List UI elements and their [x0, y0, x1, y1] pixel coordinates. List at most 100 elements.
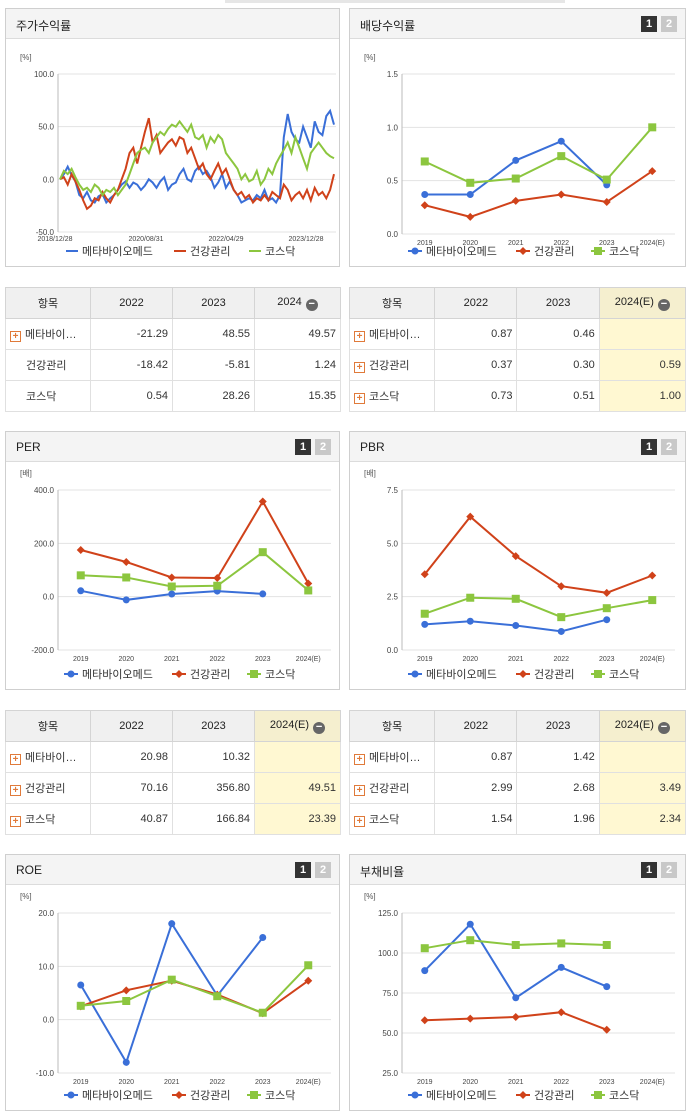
health-series-point — [557, 190, 566, 199]
x-tick-label: 2021 — [508, 240, 524, 247]
expand-icon[interactable]: + — [10, 816, 21, 827]
expand-icon[interactable]: + — [354, 362, 365, 373]
table-cell: 1.96 — [516, 803, 600, 835]
kosdaq-series-point — [258, 548, 267, 557]
expand-icon[interactable]: + — [354, 785, 365, 796]
table-cell: 40.87 — [90, 803, 173, 835]
expand-icon[interactable]: + — [10, 331, 21, 342]
kosdaq-series-point — [557, 613, 566, 622]
page-2-button[interactable]: 2 — [315, 862, 331, 878]
kosdaq-series-point — [304, 961, 313, 970]
page-1-button[interactable]: 1 — [641, 439, 657, 455]
table-row: + 코스닥 40.87 166.84 23.39 — [5, 803, 341, 835]
panel-title: PBR — [360, 440, 385, 454]
panel-header: PBR 1 2 — [350, 432, 685, 462]
panel-title: 배당수익률 — [360, 19, 416, 33]
column-header: 2022 — [90, 287, 173, 319]
page-2-button[interactable]: 2 — [661, 16, 677, 32]
row-name: 메타바이… — [369, 329, 421, 341]
table-cell: 1.54 — [434, 803, 518, 835]
collapse-icon[interactable]: − — [305, 298, 318, 311]
table-cell: 1.42 — [516, 741, 600, 773]
page-1-button[interactable]: 1 — [295, 439, 311, 455]
health-series-point — [511, 552, 520, 561]
kosdaq-series-point — [602, 175, 611, 184]
y-tick-label: 0.0 — [43, 175, 55, 184]
x-tick-label: 2021 — [164, 1079, 180, 1086]
meta-series-point — [421, 191, 429, 199]
legend: 메타바이오메드 건강관리 코스닥 — [408, 668, 639, 681]
table-cell: -21.29 — [90, 318, 173, 350]
table-cell: 0.51 — [516, 380, 600, 412]
x-tick-label: 2020 — [462, 240, 478, 247]
y-tick-label: 200.0 — [34, 539, 55, 548]
collapse-icon[interactable]: − — [657, 721, 670, 734]
expand-icon[interactable]: + — [354, 754, 365, 765]
row-name: 코스닥 — [369, 814, 400, 826]
row-name: 코스닥 — [26, 391, 57, 403]
legend: 메타바이오메드 건강관리 코스닥 — [66, 245, 295, 258]
health-series-point — [511, 196, 520, 205]
legend-label: 건강관리 — [190, 1089, 230, 1102]
health-series-line — [424, 170, 653, 218]
expand-icon[interactable]: + — [354, 393, 365, 404]
table-cell: 23.39 — [254, 803, 341, 835]
x-tick-label: 2019 — [73, 656, 89, 663]
health-series-point — [76, 546, 85, 554]
legend-label: 코스닥 — [265, 245, 295, 258]
table-row: 건강관리 -18.42 -5.81 1.24 — [5, 349, 341, 381]
health-series-point — [304, 579, 313, 588]
meta-series-point — [557, 963, 565, 971]
pager: 1 2 — [641, 862, 677, 878]
y-tick-label: 100.0 — [378, 949, 399, 958]
expand-icon[interactable]: + — [354, 816, 365, 827]
meta-series-point — [122, 1058, 130, 1066]
y-tick-label: 50.0 — [382, 1029, 398, 1038]
kosdaq-series-point — [511, 594, 520, 603]
expand-icon[interactable]: + — [10, 754, 21, 765]
collapse-icon[interactable]: − — [657, 298, 670, 311]
legend: 메타바이오메드 건강관리 코스닥 — [408, 1089, 639, 1102]
page-1-button[interactable]: 1 — [295, 862, 311, 878]
table-cell — [254, 741, 341, 773]
page-2-button[interactable]: 2 — [315, 439, 331, 455]
x-tick-label: 2022 — [553, 1079, 569, 1086]
pbr-table: 항목 2022 2023 2024(E) − + 메타바이… 0.87 1.42 + 건강관리 2.9… — [348, 710, 687, 835]
page-2-button[interactable]: 2 — [661, 439, 677, 455]
y-tick-label: 75.0 — [382, 989, 398, 998]
table-cell: 10.32 — [172, 741, 255, 773]
page-1-button[interactable]: 1 — [641, 16, 657, 32]
expand-icon[interactable]: + — [354, 331, 365, 342]
health-series-point — [213, 573, 222, 582]
page-1-button[interactable]: 1 — [641, 862, 657, 878]
x-tick-label: 2022 — [209, 656, 225, 663]
meta-series-point — [77, 587, 85, 595]
kosdaq-series-point — [557, 152, 566, 161]
table-cell: 0.46 — [516, 318, 600, 350]
collapse-icon[interactable]: − — [313, 721, 326, 734]
expand-icon[interactable]: + — [10, 785, 21, 796]
y-tick-label: 1.5 — [387, 70, 399, 79]
row-name-cell: + 메타바이… — [5, 318, 91, 350]
table-row: + 건강관리 2.99 2.68 3.49 — [348, 772, 687, 804]
pager: 1 2 — [295, 439, 331, 455]
column-header: 2023 — [172, 287, 255, 319]
y-tick-label: 0.0 — [43, 593, 55, 602]
legend-marker — [594, 247, 602, 255]
legend-label: 코스닥 — [609, 668, 639, 681]
per-panel: PER 1 2 [배] 400.0 200.0 0.0 -200.0 2019 2020 20… — [5, 431, 340, 690]
meta-series-point — [603, 616, 611, 624]
page-2-button[interactable]: 2 — [661, 862, 677, 878]
per-chart: [배]400.0 200.0 0.0 -200.0 2019 2020 2021 2022 20… — [20, 469, 331, 681]
meta-series-point — [512, 156, 520, 164]
health-series-point — [557, 582, 566, 591]
column-header: 2024(E) − — [598, 710, 687, 742]
pbr-chart: [배] 7.5 5.0 2.5 0.0 2019 2020 2021 2022 2023 2024(… — [364, 469, 675, 681]
row-name: 메타바이… — [25, 752, 77, 764]
meta-series-point — [168, 590, 176, 598]
kosdaq-series-point — [76, 1001, 85, 1010]
health-series-point — [420, 570, 429, 579]
row-name-cell: + 메타바이… — [348, 318, 436, 350]
kosdaq-series-point — [557, 939, 566, 948]
legend-label: 코스닥 — [265, 668, 295, 681]
